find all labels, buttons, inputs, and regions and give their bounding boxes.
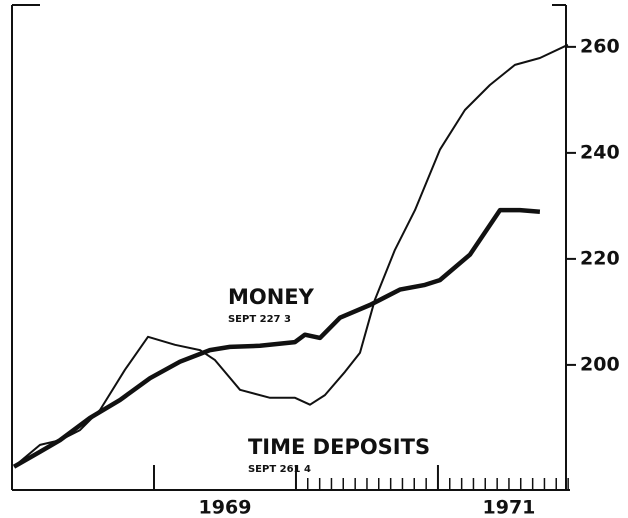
y-tick-label: 260 [580,35,620,57]
y-tick-label: 220 [580,247,620,269]
annotation: TIME DEPOSITS [248,435,430,459]
y-tick-label: 200 [580,353,620,375]
line [12,207,541,469]
annotation-sub: SEPT 227 3 [228,314,291,325]
y-tick-label: 240 [580,141,620,163]
line [13,43,569,468]
annotation: MONEY [228,285,315,309]
annotation-sub: SEPT 261 4 [248,464,311,475]
x-tick-label: 1971 [483,497,536,518]
x-tick-label: 1969 [199,497,252,518]
